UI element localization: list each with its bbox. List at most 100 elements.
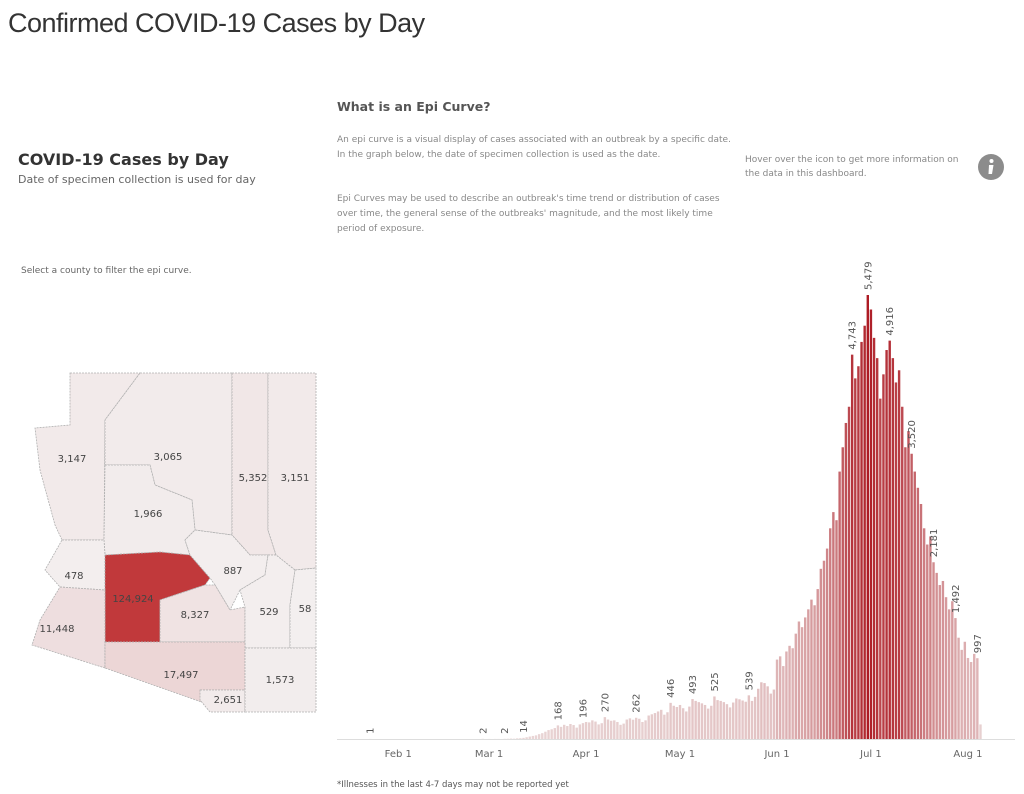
county[interactable]: [244, 647, 317, 713]
bar[interactable]: [531, 735, 535, 739]
bar[interactable]: [957, 637, 960, 739]
bar[interactable]: [932, 562, 935, 739]
bar[interactable]: [804, 617, 807, 739]
bar[interactable]: [741, 700, 744, 739]
bar[interactable]: [813, 605, 816, 739]
bar[interactable]: [547, 730, 550, 739]
bar[interactable]: [588, 722, 591, 739]
bar[interactable]: [860, 341, 863, 739]
bar[interactable]: [879, 398, 882, 739]
bar[interactable]: [666, 712, 669, 739]
bar[interactable]: [929, 536, 932, 739]
bar[interactable]: [725, 704, 729, 739]
bar[interactable]: [772, 689, 776, 739]
bar[interactable]: [685, 711, 688, 739]
bar[interactable]: [681, 708, 685, 739]
bar[interactable]: [550, 729, 553, 739]
bar[interactable]: [575, 727, 578, 739]
bar[interactable]: [572, 725, 575, 739]
bar[interactable]: [897, 370, 901, 739]
bar[interactable]: [634, 717, 638, 739]
bar[interactable]: [697, 702, 700, 739]
bar[interactable]: [829, 528, 832, 739]
bar[interactable]: [603, 717, 607, 739]
bar[interactable]: [519, 738, 522, 739]
bar[interactable]: [844, 422, 848, 739]
bar[interactable]: [537, 734, 541, 739]
bar[interactable]: [819, 568, 823, 739]
bar[interactable]: [922, 528, 926, 739]
bar[interactable]: [678, 704, 682, 739]
bar[interactable]: [669, 702, 672, 739]
bar[interactable]: [822, 560, 826, 739]
bar[interactable]: [619, 724, 622, 739]
bar[interactable]: [703, 704, 707, 739]
bar[interactable]: [578, 724, 582, 739]
bar[interactable]: [869, 309, 873, 739]
bar[interactable]: [919, 503, 923, 739]
bar[interactable]: [832, 512, 835, 739]
bar[interactable]: [647, 715, 650, 739]
bar[interactable]: [591, 720, 594, 739]
bar[interactable]: [616, 721, 619, 739]
bar[interactable]: [785, 651, 788, 739]
bar[interactable]: [528, 736, 531, 739]
bar[interactable]: [760, 682, 763, 739]
bar[interactable]: [979, 724, 982, 739]
bar[interactable]: [719, 700, 722, 739]
bar[interactable]: [753, 696, 757, 739]
bar[interactable]: [706, 708, 710, 739]
bar[interactable]: [875, 358, 879, 739]
bar[interactable]: [644, 720, 647, 739]
bar[interactable]: [713, 696, 716, 739]
bar[interactable]: [891, 358, 895, 739]
bar[interactable]: [553, 728, 556, 739]
bar[interactable]: [663, 714, 666, 739]
bar[interactable]: [941, 580, 945, 739]
bar[interactable]: [854, 378, 857, 739]
bar[interactable]: [594, 721, 597, 739]
bar[interactable]: [556, 725, 560, 739]
county[interactable]: [267, 372, 317, 571]
bar[interactable]: [913, 471, 916, 739]
bar[interactable]: [791, 648, 794, 739]
bar[interactable]: [757, 688, 760, 739]
bar[interactable]: [947, 609, 951, 739]
bar[interactable]: [904, 447, 907, 739]
bar[interactable]: [794, 633, 798, 739]
bar[interactable]: [872, 337, 876, 739]
bar[interactable]: [691, 699, 694, 739]
bar[interactable]: [807, 609, 810, 739]
bar[interactable]: [631, 719, 635, 739]
bar[interactable]: [841, 447, 844, 739]
bar[interactable]: [969, 662, 973, 739]
info-icon[interactable]: [978, 154, 1004, 180]
bar[interactable]: [516, 738, 519, 739]
bar[interactable]: [728, 707, 732, 739]
bar[interactable]: [966, 657, 970, 739]
bar[interactable]: [766, 686, 769, 739]
bar[interactable]: [653, 713, 657, 739]
bar[interactable]: [650, 714, 654, 739]
bar[interactable]: [778, 656, 782, 739]
bar[interactable]: [625, 719, 628, 739]
bar[interactable]: [534, 735, 538, 739]
bar[interactable]: [788, 645, 791, 739]
bar[interactable]: [656, 711, 660, 739]
bar[interactable]: [628, 718, 632, 739]
bar[interactable]: [710, 705, 713, 739]
bar[interactable]: [797, 621, 801, 739]
bar[interactable]: [732, 702, 735, 739]
bar[interactable]: [569, 724, 572, 739]
bar[interactable]: [600, 723, 603, 739]
bar[interactable]: [782, 666, 785, 739]
bar[interactable]: [716, 700, 719, 739]
bar[interactable]: [609, 720, 613, 739]
bar[interactable]: [722, 702, 726, 739]
bar[interactable]: [938, 585, 941, 739]
bar[interactable]: [951, 601, 954, 739]
bar[interactable]: [606, 719, 610, 739]
bar[interactable]: [910, 453, 913, 739]
bar[interactable]: [800, 627, 804, 739]
bar[interactable]: [747, 695, 751, 739]
